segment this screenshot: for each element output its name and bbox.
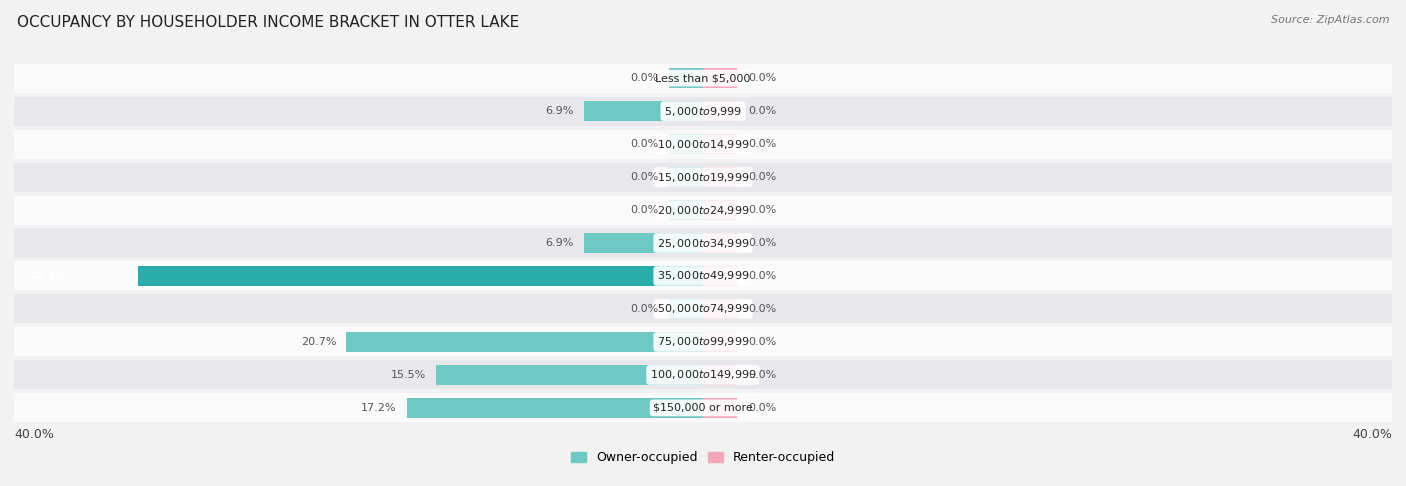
Bar xyxy=(703,68,738,88)
Text: 6.9%: 6.9% xyxy=(546,238,574,248)
Text: 0.0%: 0.0% xyxy=(630,139,658,149)
Text: $15,000 to $19,999: $15,000 to $19,999 xyxy=(657,171,749,184)
Bar xyxy=(406,398,703,418)
Bar xyxy=(14,64,1392,93)
Bar xyxy=(703,266,738,286)
Text: 32.8%: 32.8% xyxy=(28,271,66,281)
Text: 0.0%: 0.0% xyxy=(630,73,658,83)
Text: 40.0%: 40.0% xyxy=(14,428,53,441)
Text: 40.0%: 40.0% xyxy=(1353,428,1392,441)
Text: Source: ZipAtlas.com: Source: ZipAtlas.com xyxy=(1271,15,1389,25)
Bar xyxy=(436,364,703,385)
Bar xyxy=(669,299,703,319)
Text: 0.0%: 0.0% xyxy=(748,73,776,83)
Bar xyxy=(14,130,1392,158)
Text: 20.7%: 20.7% xyxy=(301,337,336,347)
Text: 0.0%: 0.0% xyxy=(630,172,658,182)
Text: 6.9%: 6.9% xyxy=(546,106,574,116)
Bar xyxy=(138,266,703,286)
Bar xyxy=(14,162,1392,191)
Bar xyxy=(14,195,1392,225)
Bar xyxy=(703,167,738,187)
Text: 0.0%: 0.0% xyxy=(748,238,776,248)
Bar xyxy=(703,332,738,352)
Text: 0.0%: 0.0% xyxy=(748,205,776,215)
Text: $5,000 to $9,999: $5,000 to $9,999 xyxy=(664,104,742,118)
Bar xyxy=(703,200,738,220)
Text: 0.0%: 0.0% xyxy=(630,205,658,215)
Text: $25,000 to $34,999: $25,000 to $34,999 xyxy=(657,237,749,249)
Bar xyxy=(14,97,1392,125)
Text: Less than $5,000: Less than $5,000 xyxy=(655,73,751,83)
Bar xyxy=(669,167,703,187)
Text: $35,000 to $49,999: $35,000 to $49,999 xyxy=(657,269,749,282)
Text: 17.2%: 17.2% xyxy=(361,403,396,413)
Bar xyxy=(14,393,1392,422)
Bar xyxy=(669,200,703,220)
Bar xyxy=(703,134,738,154)
Bar xyxy=(703,233,738,253)
Bar xyxy=(703,101,738,122)
Bar xyxy=(583,233,703,253)
Text: 0.0%: 0.0% xyxy=(748,304,776,314)
Bar xyxy=(669,134,703,154)
Text: 0.0%: 0.0% xyxy=(748,271,776,281)
Bar xyxy=(14,261,1392,291)
Text: $50,000 to $74,999: $50,000 to $74,999 xyxy=(657,302,749,315)
Bar xyxy=(703,364,738,385)
Text: 15.5%: 15.5% xyxy=(391,370,426,380)
Text: OCCUPANCY BY HOUSEHOLDER INCOME BRACKET IN OTTER LAKE: OCCUPANCY BY HOUSEHOLDER INCOME BRACKET … xyxy=(17,15,519,30)
Text: $20,000 to $24,999: $20,000 to $24,999 xyxy=(657,204,749,217)
Bar xyxy=(346,332,703,352)
Bar xyxy=(703,299,738,319)
Text: 0.0%: 0.0% xyxy=(748,403,776,413)
Text: 0.0%: 0.0% xyxy=(748,106,776,116)
Text: 0.0%: 0.0% xyxy=(748,370,776,380)
Bar xyxy=(583,101,703,122)
Bar xyxy=(14,328,1392,356)
Text: $150,000 or more: $150,000 or more xyxy=(654,403,752,413)
Text: 0.0%: 0.0% xyxy=(748,172,776,182)
Legend: Owner-occupied, Renter-occupied: Owner-occupied, Renter-occupied xyxy=(567,447,839,469)
Bar xyxy=(14,228,1392,258)
Text: $100,000 to $149,999: $100,000 to $149,999 xyxy=(650,368,756,382)
Text: 0.0%: 0.0% xyxy=(630,304,658,314)
Bar xyxy=(14,361,1392,389)
Text: 0.0%: 0.0% xyxy=(748,139,776,149)
Text: $10,000 to $14,999: $10,000 to $14,999 xyxy=(657,138,749,151)
Bar xyxy=(669,68,703,88)
Text: $75,000 to $99,999: $75,000 to $99,999 xyxy=(657,335,749,348)
Text: 0.0%: 0.0% xyxy=(748,337,776,347)
Bar xyxy=(14,295,1392,324)
Bar xyxy=(703,398,738,418)
